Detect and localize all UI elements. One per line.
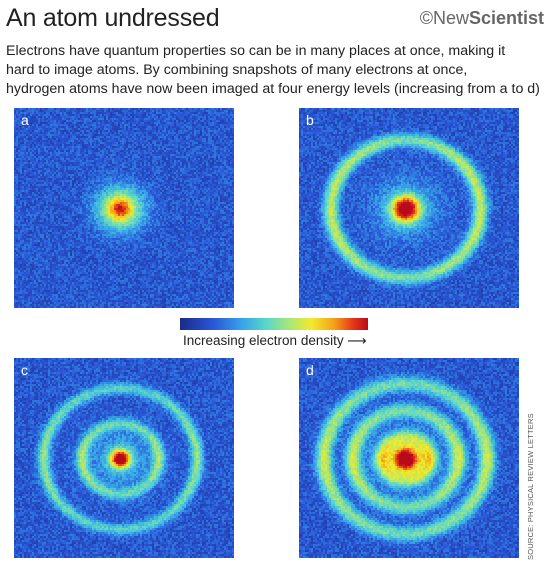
source-credit: SOURCE: PHYSICAL REVIEW LETTERS	[526, 413, 535, 560]
panel-letter-a: a	[21, 112, 29, 128]
density-map-d	[299, 358, 519, 558]
atom-image-b: b	[299, 108, 519, 308]
density-map-b	[299, 108, 519, 308]
brand-scientist: Scientist	[468, 8, 544, 28]
density-map-c	[14, 358, 234, 558]
intro-text: Electrons have quantum properties so can…	[6, 42, 551, 99]
intro-line: hydrogen atoms have now been imaged at f…	[6, 81, 540, 97]
page-title: An atom undressed	[6, 4, 220, 32]
brand-copyright: ©	[419, 8, 433, 28]
intro-line: Electrons have quantum properties so can…	[6, 43, 506, 59]
panel-letter-c: c	[21, 362, 28, 378]
brand-new: New	[432, 8, 469, 28]
atom-image-c: c	[14, 358, 234, 558]
density-map-a	[14, 108, 234, 308]
intro-line: hard to image atoms. By combining snapsh…	[6, 62, 468, 78]
panel-letter-b: b	[306, 112, 314, 128]
brand-logo: ©NewScientist	[420, 8, 544, 29]
colorbar-label: Increasing electron density ⟶	[183, 333, 367, 348]
atom-image-a: a	[14, 108, 234, 308]
colorbar	[180, 318, 368, 330]
panel-letter-d: d	[306, 362, 314, 378]
atom-image-d: d	[299, 358, 519, 558]
